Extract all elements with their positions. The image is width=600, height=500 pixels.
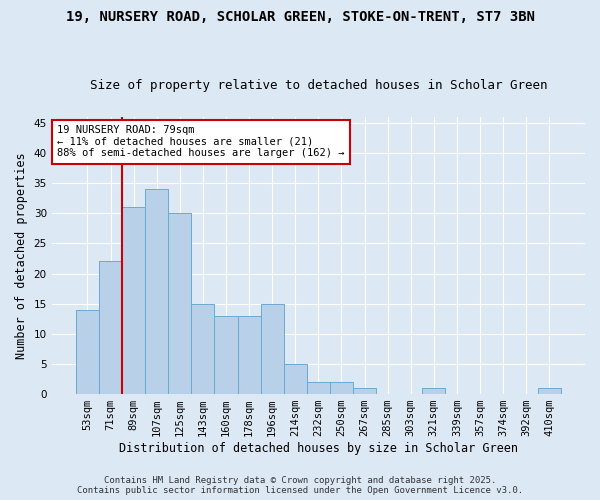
Bar (76, 310, 99, 394)
Bar (260, 304, 284, 394)
Bar (168, 213, 191, 394)
Bar (122, 207, 145, 394)
Bar (214, 316, 238, 394)
Title: Size of property relative to detached houses in Scholar Green: Size of property relative to detached ho… (89, 79, 547, 92)
Bar (145, 189, 168, 394)
Bar (307, 382, 330, 394)
Bar (238, 316, 260, 394)
Y-axis label: Number of detached properties: Number of detached properties (15, 152, 28, 358)
Bar (191, 304, 214, 394)
Bar (353, 388, 376, 394)
Text: 19, NURSERY ROAD, SCHOLAR GREEN, STOKE-ON-TRENT, ST7 3BN: 19, NURSERY ROAD, SCHOLAR GREEN, STOKE-O… (65, 10, 535, 24)
Bar (99, 262, 122, 394)
Bar (422, 388, 445, 394)
Bar (330, 382, 353, 394)
Bar (538, 388, 561, 394)
Bar (284, 364, 307, 394)
Text: 19 NURSERY ROAD: 79sqm
← 11% of detached houses are smaller (21)
88% of semi-det: 19 NURSERY ROAD: 79sqm ← 11% of detached… (57, 125, 344, 158)
X-axis label: Distribution of detached houses by size in Scholar Green: Distribution of detached houses by size … (119, 442, 518, 455)
Text: Contains HM Land Registry data © Crown copyright and database right 2025.
Contai: Contains HM Land Registry data © Crown c… (77, 476, 523, 495)
